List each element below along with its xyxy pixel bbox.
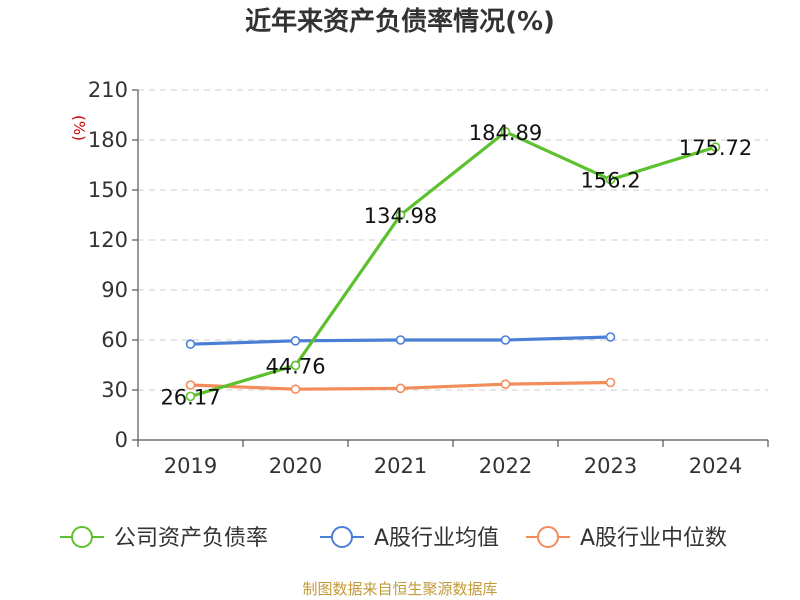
data-point — [395, 335, 406, 345]
data-point — [290, 384, 301, 394]
data-point — [500, 379, 511, 389]
x-tick-label: 2022 — [479, 454, 532, 478]
legend-marker-1 — [331, 526, 353, 548]
x-tick-label: 2021 — [374, 454, 427, 478]
y-tick-label: 30 — [101, 378, 128, 402]
y-tick-label: 60 — [101, 328, 128, 352]
x-tick-label: 2023 — [584, 454, 637, 478]
data-point — [710, 142, 721, 152]
series-line-0 — [188, 130, 718, 398]
y-tick-label: 180 — [88, 128, 128, 152]
y-tick-label: 120 — [88, 228, 128, 252]
source-note: 制图数据来自恒生聚源数据库 — [302, 580, 497, 598]
y-axis-unit: (%) — [70, 115, 88, 141]
data-point — [185, 339, 196, 349]
legend-label-2: A股行业中位数 — [580, 526, 727, 551]
data-point — [395, 210, 406, 220]
data-point — [605, 174, 616, 185]
y-tick-label: 210 — [88, 78, 128, 102]
data-point — [500, 335, 511, 345]
data-point — [605, 377, 616, 388]
y-tick-label: 0 — [115, 428, 128, 452]
y-tick-label: 150 — [88, 178, 128, 202]
data-label: 175.72 — [679, 136, 752, 160]
data-point — [500, 127, 511, 137]
legend-marker-2 — [537, 526, 559, 548]
series-lines — [185, 127, 721, 402]
x-tick-label: 2019 — [164, 454, 217, 478]
legend-label-0: 公司资产负债率 — [114, 526, 268, 551]
data-labels: 26.17 44.76 134.98 184.89 156.2 175.72 — [160, 121, 752, 410]
legend-label-1: A股行业均值 — [374, 526, 499, 551]
data-label: 184.89 — [469, 121, 542, 145]
chart-title: 近年来资产负债率情况(%) — [245, 6, 555, 37]
axes: 0 30 60 90 120 150 180 210 2019 2020 2021 2022 2023 2… — [88, 78, 769, 478]
data-point — [290, 360, 301, 371]
data-label: 134.98 — [364, 204, 437, 228]
data-point — [605, 332, 616, 342]
legend-marker-0 — [71, 526, 93, 548]
data-point — [290, 336, 301, 346]
x-tick-label: 2020 — [269, 454, 322, 478]
data-label: 156.2 — [580, 169, 640, 193]
data-point — [185, 380, 196, 390]
legend: 公司资产负债率 A股行业均值 A股行业中位数 — [60, 526, 727, 551]
y-tick-label: 90 — [101, 278, 128, 302]
data-point — [185, 391, 196, 402]
data-label: 44.76 — [265, 354, 325, 378]
x-tick-label: 2024 — [689, 454, 742, 478]
data-point — [395, 383, 406, 394]
grid-lines — [138, 89, 768, 391]
data-label: 26.17 — [160, 385, 220, 409]
